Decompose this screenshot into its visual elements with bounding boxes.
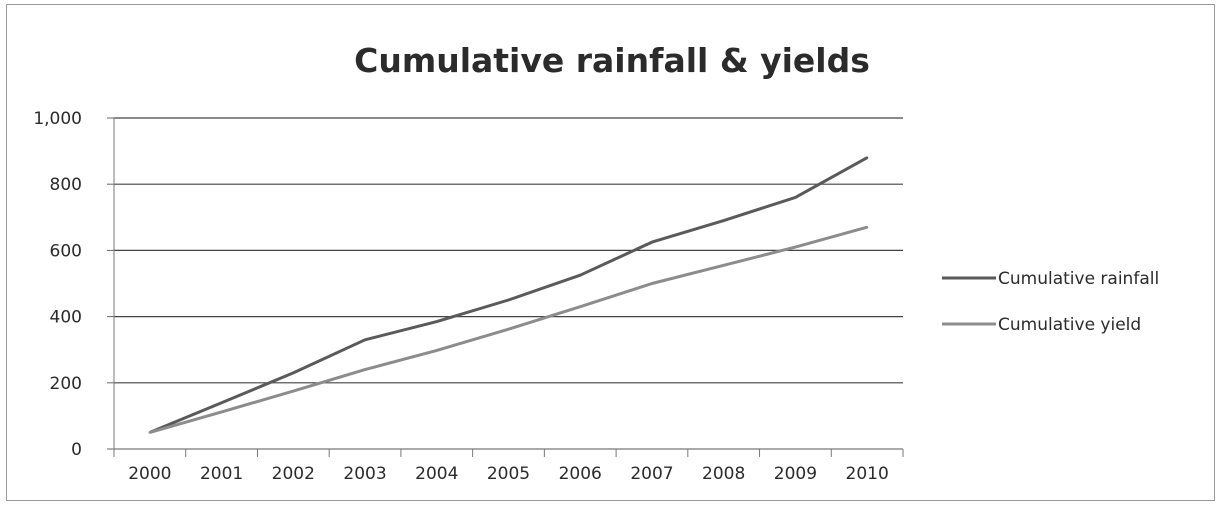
data-point-s2-4 [435,349,438,352]
x-tick-label: 2006 [559,464,602,484]
y-tick-label: 600 [50,241,82,261]
x-tick-label: 2005 [487,464,530,484]
axes: 0 200 400 600 800 1,000 2000 2001 2002 2003 2004 20… [33,109,904,484]
data-point-s1-5 [507,298,510,302]
gridlines [114,117,903,384]
data-point-s1-1 [220,401,223,404]
x-tick-label: 2010 [846,464,889,484]
data-point-s2-3 [363,368,367,371]
data-point-s2-2 [292,389,295,393]
legend: Cumulative rainfall Cumulative yield [942,269,1159,335]
data-point-s1-10 [865,156,869,159]
series-line-1 [149,156,868,434]
series-lines [148,156,869,434]
y-tick-label: 200 [50,374,82,394]
data-point-s1-9 [794,196,797,199]
data-point-s2-9 [794,245,797,249]
data-point-s1-4 [435,320,438,323]
data-point-s2-6 [579,305,582,308]
data-point-s2-1 [220,410,223,414]
x-tick-label: 2000 [128,464,171,484]
data-point-s2-5 [507,327,510,331]
legend-label-2: Cumulative yield [998,315,1141,335]
data-point-s1-2 [292,371,295,375]
data-point-s1-6 [579,274,582,277]
x-tick-label: 2003 [343,464,386,484]
data-point-s2-10 [865,226,869,229]
x-tick-label: 2008 [702,464,745,484]
x-tick-label: 2004 [415,464,458,484]
data-point-s1-7 [650,240,654,244]
chart-title: Cumulative rainfall & yields [354,41,870,80]
y-tick-label: 1,000 [33,109,82,129]
chart-frame [6,4,1215,501]
x-tick-label: 2002 [272,464,315,484]
y-tick-label: 800 [50,175,82,195]
x-tick-label: 2001 [200,464,243,484]
data-point-s2-0 [148,431,152,434]
data-point-s1-3 [363,338,367,341]
x-tick-label: 2007 [630,464,673,484]
data-point-s2-8 [722,264,725,267]
y-tick-label: 400 [50,308,82,328]
legend-label-1: Cumulative rainfall [998,269,1159,289]
data-point-s2-7 [650,282,654,285]
x-tick-label: 2009 [774,464,817,484]
y-tick-label: 0 [71,440,82,460]
data-point-s1-8 [722,219,725,222]
